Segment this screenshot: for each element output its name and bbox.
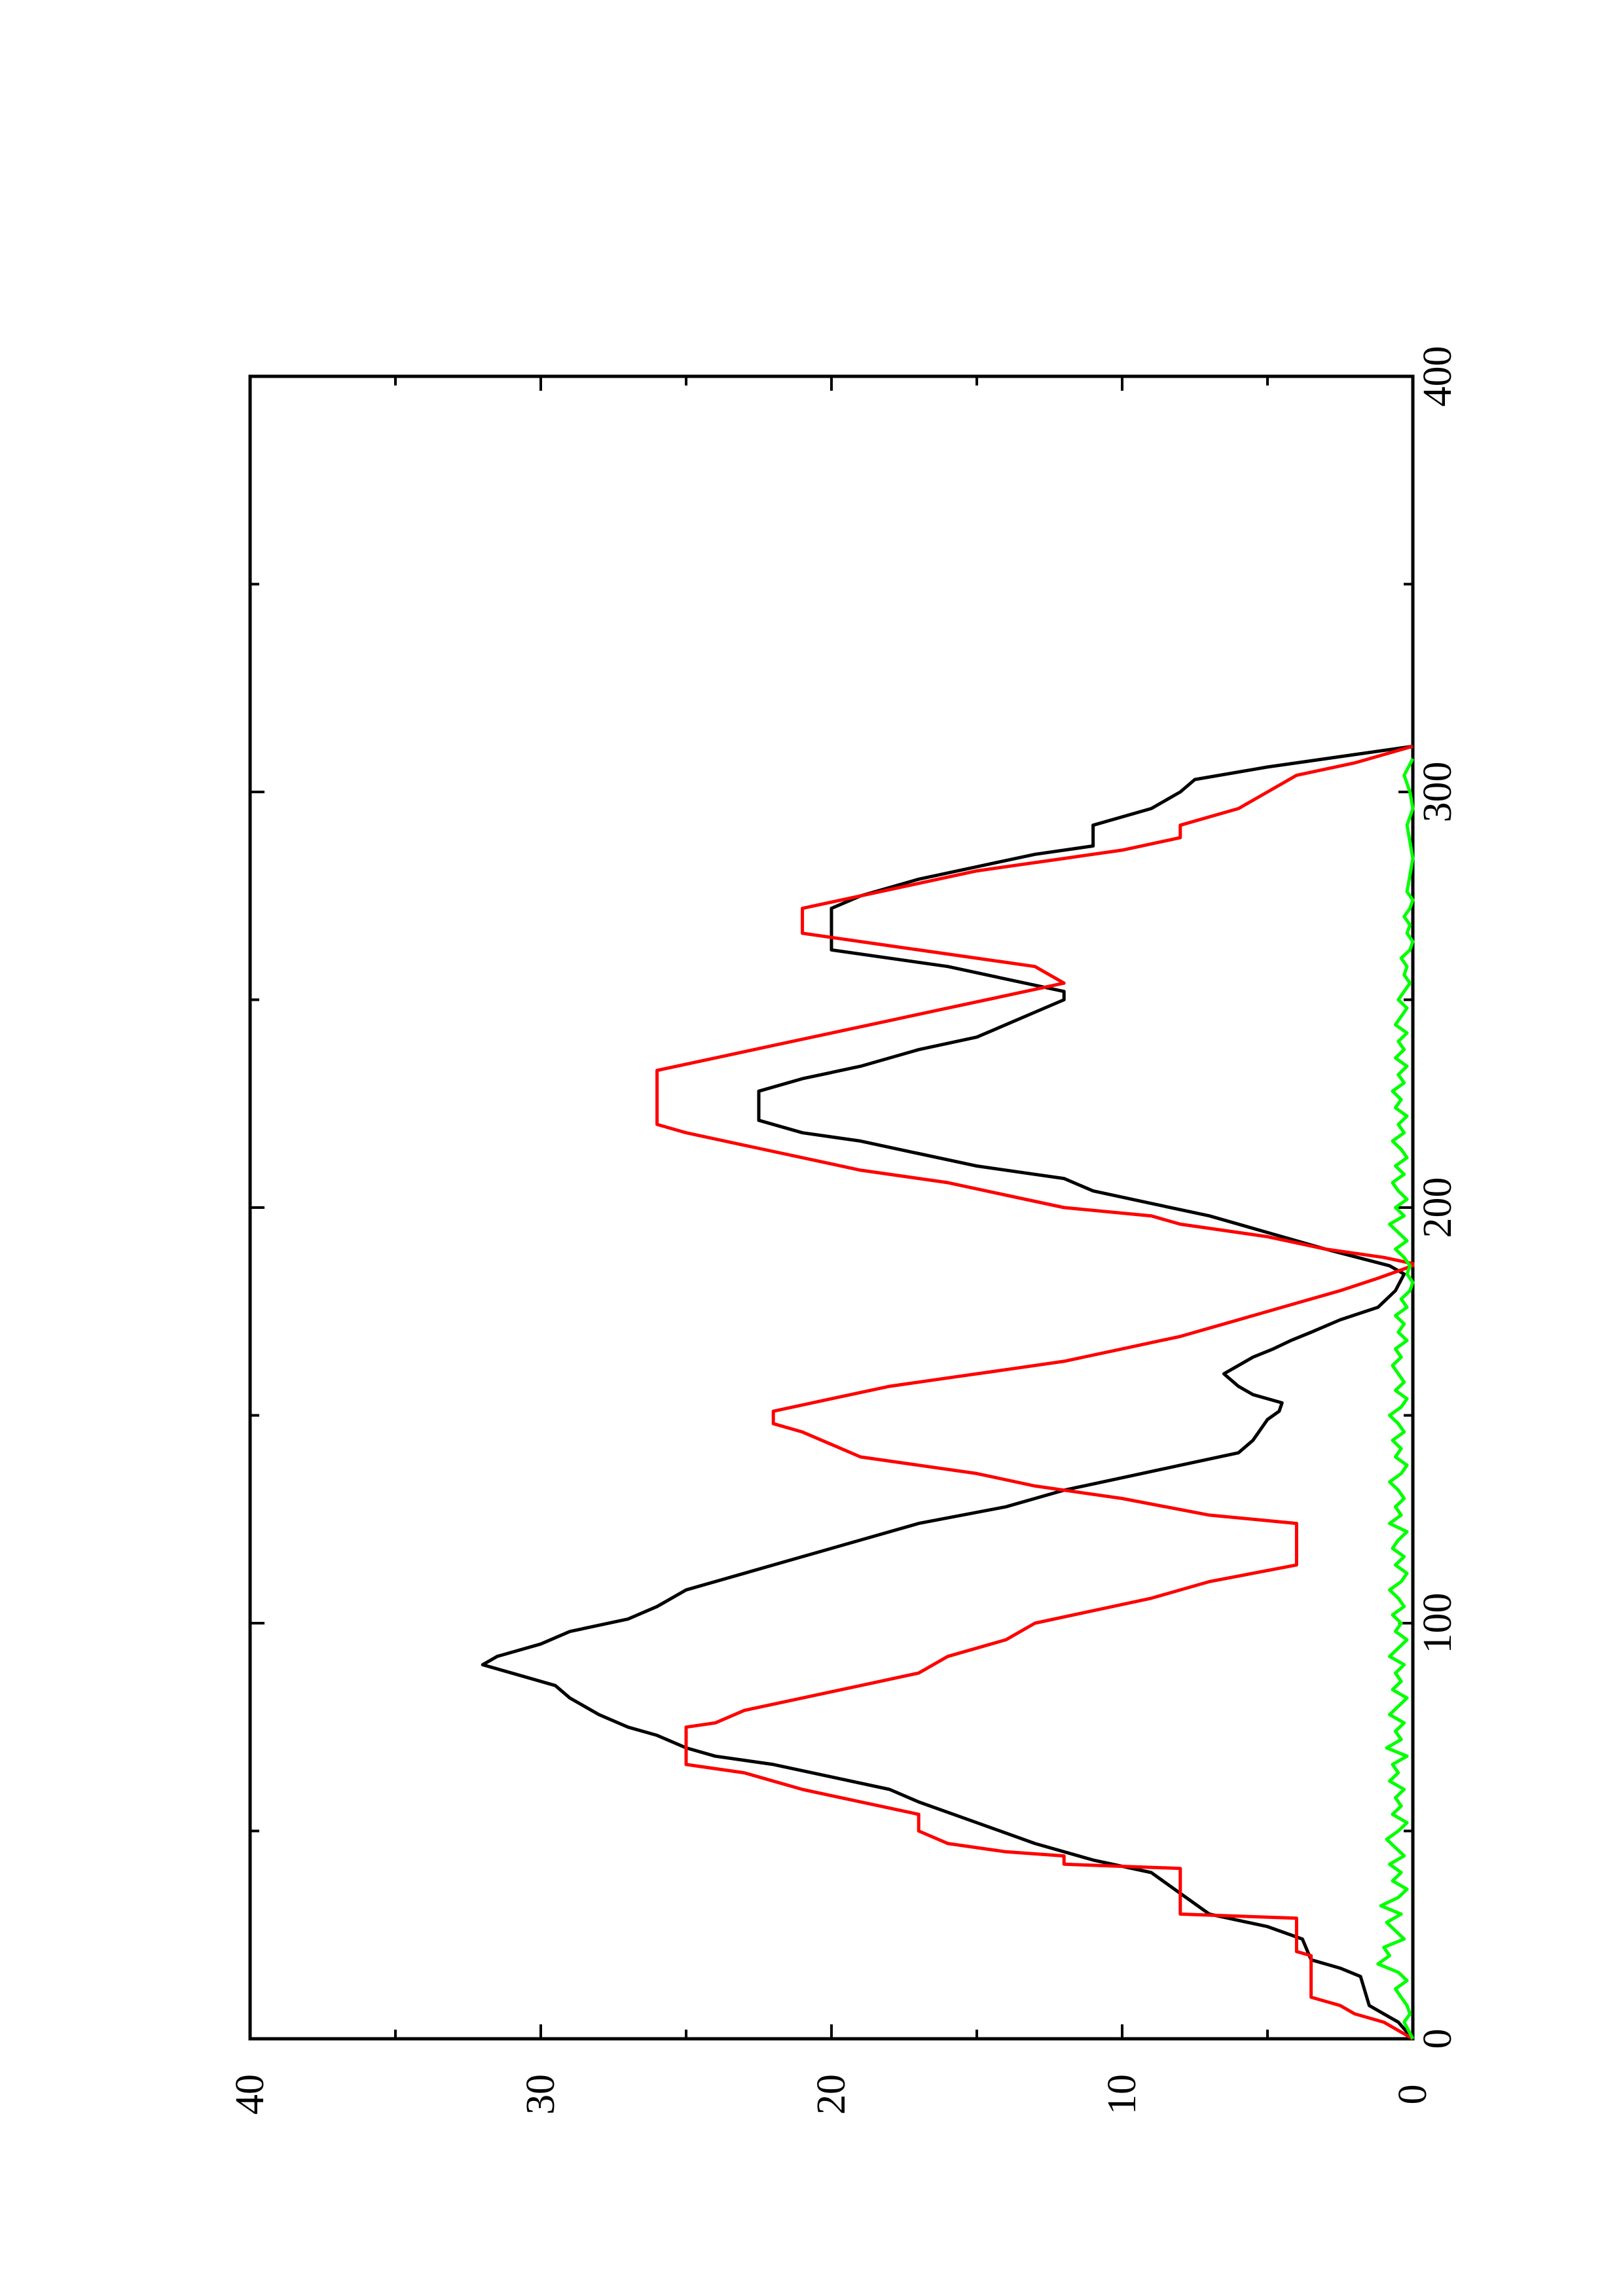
green-series-line <box>1376 758 1415 2040</box>
x-tick-label: 0 <box>1415 2029 1460 2049</box>
chart-frame <box>248 374 1415 2041</box>
x-tick-label: 400 <box>1415 346 1460 407</box>
x-tick-label: 300 <box>1415 762 1460 823</box>
x-tick-label: 100 <box>1415 1593 1460 1654</box>
y-tick-label: 0 <box>1391 2085 1435 2105</box>
red-series-line <box>655 744 1415 2041</box>
y-tick-label: 30 <box>519 2074 563 2115</box>
axes: 0 100 200 300 400 0 10 20 30 40 <box>228 346 1460 2115</box>
y-tick-label: 40 <box>228 2074 272 2115</box>
series <box>481 744 1415 2041</box>
y-tick-label: 10 <box>1100 2074 1144 2115</box>
y-tick-label: 20 <box>809 2074 854 2115</box>
x-tick-label: 200 <box>1415 1177 1460 1238</box>
black-series-line <box>481 744 1414 2040</box>
